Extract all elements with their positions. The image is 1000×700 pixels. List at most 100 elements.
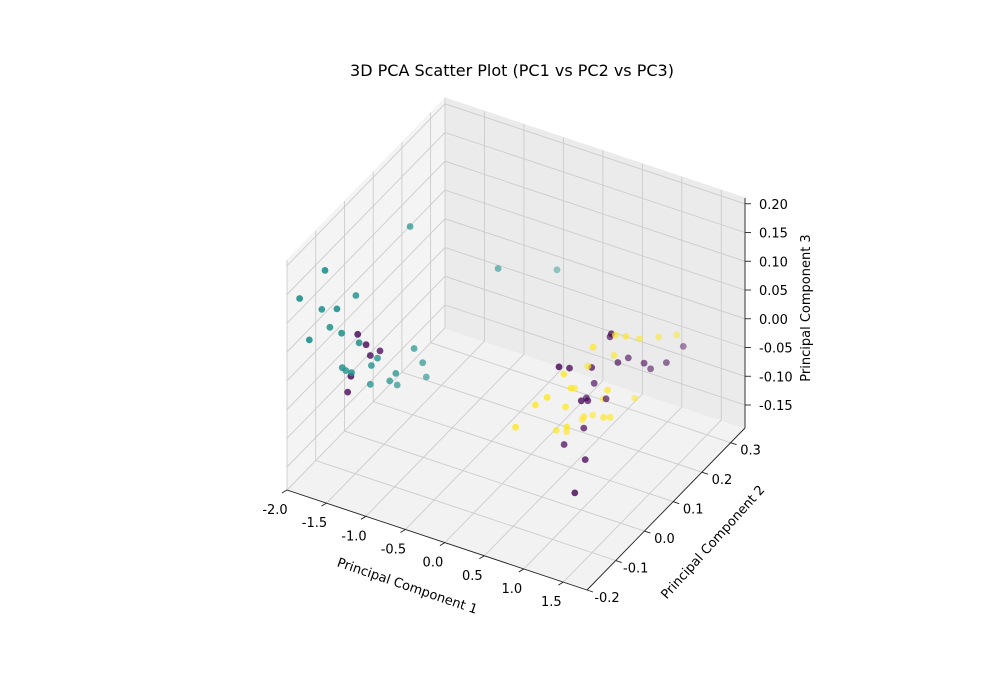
y-tick-mark	[673, 501, 680, 505]
data-point	[362, 341, 370, 349]
data-point	[354, 330, 362, 338]
data-point	[567, 384, 575, 392]
data-point	[589, 411, 597, 419]
data-point	[673, 331, 681, 339]
data-point	[580, 413, 588, 420]
data-point	[392, 370, 400, 377]
data-point	[393, 381, 401, 389]
x-gridline	[326, 111, 485, 504]
x-tick-mark	[281, 489, 288, 494]
y-tick-label: 0.2	[712, 473, 733, 488]
data-point	[600, 414, 607, 421]
z-gridline	[286, 246, 746, 410]
data-point	[386, 377, 394, 385]
data-point	[318, 306, 326, 313]
data-point	[422, 373, 430, 381]
data-point	[512, 423, 519, 431]
axis-panes	[286, 96, 746, 591]
data-point	[577, 397, 585, 405]
y-axis-line	[586, 427, 746, 591]
data-point	[590, 379, 598, 387]
x-tick-label: -0.5	[381, 542, 406, 557]
x-tick-mark	[400, 529, 406, 533]
data-point	[355, 339, 363, 347]
data-point	[624, 354, 632, 362]
data-point	[543, 394, 551, 401]
data-point	[338, 364, 346, 372]
data-point	[655, 333, 662, 341]
data-point	[338, 329, 345, 337]
y-gridline	[344, 201, 645, 532]
data-point	[333, 305, 341, 313]
z-gridline	[286, 218, 746, 382]
y-gridline	[430, 112, 731, 444]
x-gridline	[405, 137, 564, 530]
data-point	[563, 423, 571, 431]
data-point	[631, 394, 639, 402]
z-gridline	[286, 131, 746, 295]
x-tick-mark	[558, 581, 564, 586]
data-point	[374, 354, 381, 362]
z-gridline	[286, 189, 746, 353]
x-tick-label: 0.0	[423, 556, 444, 571]
data-point	[352, 292, 360, 299]
data-point	[589, 343, 597, 351]
x-gridline	[484, 163, 643, 557]
data-point	[614, 359, 622, 366]
data-point	[571, 489, 579, 497]
y-tick-mark	[730, 442, 737, 446]
x-tick-label: -2.0	[262, 503, 287, 518]
data-point	[296, 295, 303, 302]
z-tick-label: -0.05	[759, 342, 793, 357]
z-gridline	[286, 275, 746, 439]
z-tick-label: 0.10	[759, 255, 788, 270]
data-point	[406, 223, 414, 230]
z-gridline	[286, 160, 746, 324]
y-tick-mark	[644, 530, 651, 534]
data-point	[581, 456, 589, 463]
z-tick-label: 0.00	[759, 313, 788, 328]
data-point	[366, 380, 374, 388]
data-point	[612, 331, 619, 339]
x-axis-label: Principal Component 1	[335, 556, 479, 618]
x-tick-label: -1.0	[341, 529, 366, 544]
data-point	[321, 267, 329, 274]
x-tick-label: 1.5	[541, 595, 562, 610]
data-point	[419, 359, 427, 367]
data-point	[560, 370, 568, 378]
data-point	[552, 427, 560, 434]
data-point	[622, 332, 630, 340]
data-point	[636, 335, 643, 343]
y-gridline	[372, 171, 674, 503]
x-gridline	[562, 190, 722, 583]
data-point	[663, 359, 670, 366]
y-gridline	[315, 230, 616, 561]
data-point	[606, 413, 614, 421]
grid-lines	[286, 98, 746, 591]
y-tick-label: 0.0	[654, 532, 675, 547]
data-point	[376, 347, 384, 355]
data-points	[296, 223, 687, 497]
x-tick-label: 1.0	[501, 582, 522, 597]
axis-lines	[281, 198, 751, 593]
x-tick-label: 0.5	[462, 569, 483, 584]
y-tick-label: -0.1	[623, 562, 648, 577]
data-point	[580, 424, 588, 432]
data-point	[348, 369, 355, 377]
y-axis-label: Principal Component 2	[659, 483, 769, 603]
tick-labels: -2.0-1.5-1.0-0.50.00.51.01.5 -0.2-0.10.00…	[262, 198, 792, 610]
x-gridline	[286, 98, 446, 491]
data-point	[584, 397, 592, 405]
z-axis-label: Principal Component 3	[799, 234, 814, 381]
data-point	[326, 323, 334, 331]
x-tick-label: -1.5	[302, 516, 327, 531]
chart-title: 3D PCA Scatter Plot (PC1 vs PC2 vs PC3)	[350, 61, 674, 80]
x-gridline	[444, 150, 604, 543]
data-point	[344, 388, 352, 396]
y-tick-mark	[701, 471, 709, 475]
data-point	[553, 266, 561, 274]
y-tick-mark	[615, 560, 622, 563]
data-point	[647, 365, 654, 373]
data-point	[604, 386, 611, 394]
